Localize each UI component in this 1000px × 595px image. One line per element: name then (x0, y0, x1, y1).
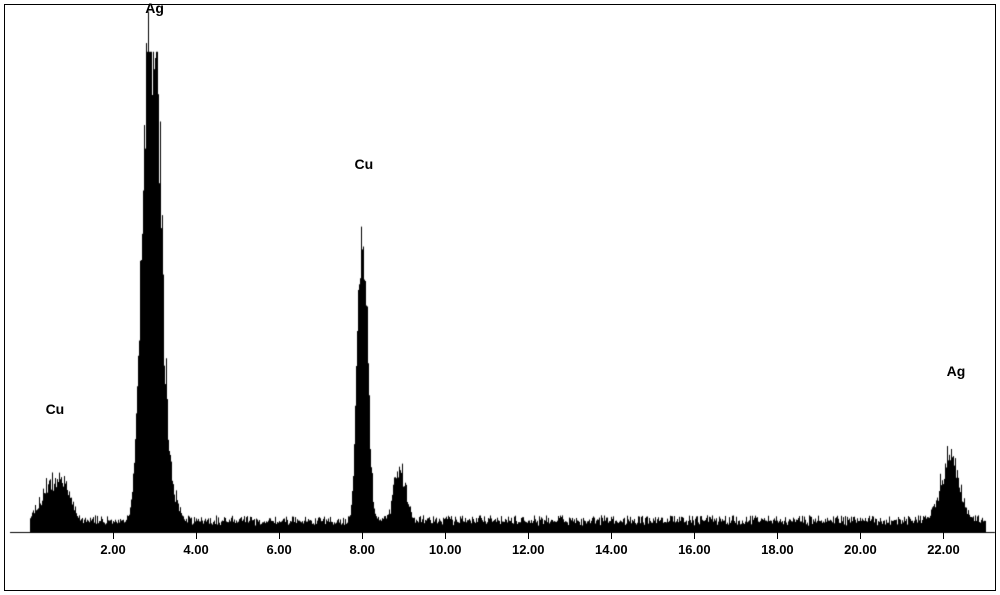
x-tick-label: 10.00 (429, 542, 462, 557)
peak-label: Cu (354, 156, 373, 172)
x-tick-label: 6.00 (266, 542, 291, 557)
x-tick (196, 532, 197, 539)
x-tick-label: 20.00 (844, 542, 877, 557)
x-tick (611, 532, 612, 539)
x-tick (279, 532, 280, 539)
x-tick (943, 532, 944, 539)
x-tick-label: 18.00 (761, 542, 794, 557)
spectrum-canvas (0, 0, 1000, 595)
peak-label: Cu (46, 401, 65, 417)
peak-label: Ag (947, 363, 966, 379)
x-tick-label: 8.00 (350, 542, 375, 557)
x-tick (694, 532, 695, 539)
peak-label: Ag (145, 0, 164, 16)
x-tick (860, 532, 861, 539)
x-tick-label: 16.00 (678, 542, 711, 557)
x-tick (113, 532, 114, 539)
x-tick (777, 532, 778, 539)
x-tick (445, 532, 446, 539)
x-tick-label: 12.00 (512, 542, 545, 557)
x-tick-label: 4.00 (183, 542, 208, 557)
x-tick (362, 532, 363, 539)
x-tick-label: 22.00 (927, 542, 960, 557)
x-tick-label: 14.00 (595, 542, 628, 557)
x-tick-label: 2.00 (100, 542, 125, 557)
x-tick (528, 532, 529, 539)
